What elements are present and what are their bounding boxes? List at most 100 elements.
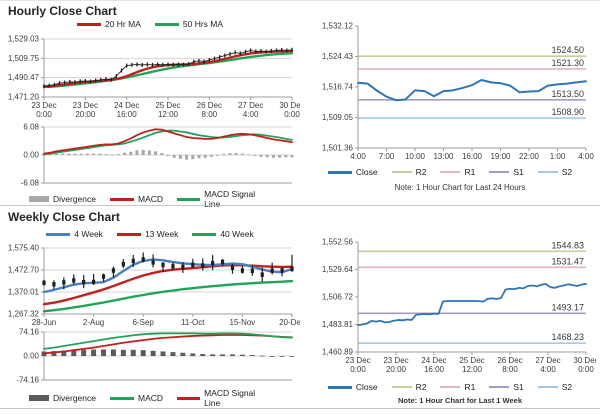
svg-text:1521.30: 1521.30	[551, 58, 584, 68]
svg-text:1508.90: 1508.90	[551, 107, 584, 117]
svg-text:12:00: 12:00	[462, 365, 483, 374]
weekly-levels-panel: 1,552.56 1,529.64 1,506.72 1,483.81 1,460.89…	[300, 206, 600, 408]
legend-label: MACD Signal Line	[204, 388, 256, 408]
svg-text:20-Dec: 20-Dec	[279, 318, 300, 327]
macd-swatch	[110, 197, 134, 201]
svg-text:22:00: 22:00	[519, 152, 540, 161]
svg-text:27 Dec: 27 Dec	[238, 101, 263, 110]
svg-text:1,529.03: 1,529.03	[8, 35, 40, 44]
svg-text:12:00: 12:00	[158, 110, 179, 119]
hourly-levels-panel: 1,532.12 1,524.43 1,516.74 1,509.05 1,501.36…	[300, 1, 600, 205]
svg-text:1,506.72: 1,506.72	[322, 293, 354, 302]
svg-text:23 Dec: 23 Dec	[383, 356, 408, 365]
legend-label: 40 Week	[220, 229, 254, 239]
weekly-close-panel: Weekly Close Chart 4 Week 13 Week 40 Wee…	[0, 206, 300, 408]
svg-text:1,267.32: 1,267.32	[8, 310, 40, 319]
svg-text:0.00: 0.00	[23, 352, 39, 361]
svg-text:6-Sep: 6-Sep	[133, 318, 155, 327]
weekly-panel-title: Weekly Close Chart	[8, 210, 120, 224]
40week-swatch	[192, 232, 217, 236]
svg-text:1,370.01: 1,370.01	[8, 288, 40, 297]
legend-item-macd: MACD	[110, 194, 163, 204]
r2-swatch	[391, 171, 412, 173]
svg-text:19:00: 19:00	[490, 152, 511, 161]
svg-text:25 Dec: 25 Dec	[459, 356, 484, 365]
svg-text:4:00: 4:00	[350, 152, 366, 161]
hourly-ma-legend: 20 Hr MA 50 Hrs MA	[22, 19, 278, 29]
svg-text:30 Dec: 30 Dec	[279, 101, 300, 110]
hourly-macd-legend: Divergence MACD MACD Signal Line	[22, 189, 278, 209]
s1-swatch	[489, 171, 510, 173]
svg-text:8:00: 8:00	[502, 365, 518, 374]
divergence-swatch	[29, 395, 49, 401]
legend-label: S1	[513, 382, 524, 392]
svg-text:11-Oct: 11-Oct	[181, 318, 205, 327]
svg-text:23 Dec: 23 Dec	[345, 356, 370, 365]
macd-signal-swatch	[177, 396, 201, 400]
macd-signal-swatch	[177, 197, 201, 201]
50hr-ma-swatch	[154, 22, 179, 26]
svg-text:1,501.36: 1,501.36	[322, 144, 354, 153]
legend-item-50hr-ma: 50 Hrs MA	[154, 19, 223, 29]
svg-text:24 Dec: 24 Dec	[421, 356, 446, 365]
svg-text:0:00: 0:00	[284, 110, 300, 119]
legend-item-r2: R2	[391, 382, 427, 392]
20hr-ma-swatch	[76, 22, 101, 26]
legend-item-r2: R2	[391, 167, 427, 177]
legend-label: R2	[415, 167, 427, 177]
legend-item-close: Close	[327, 382, 378, 392]
legend-item-40week: 40 Week	[192, 229, 254, 239]
legend-label: S1	[513, 167, 524, 177]
legend-label: 13 Week	[144, 229, 179, 239]
svg-text:10:00: 10:00	[405, 152, 426, 161]
svg-text:0:00: 0:00	[36, 110, 52, 119]
s2-swatch	[537, 386, 558, 388]
legend-label: R2	[415, 382, 427, 392]
svg-text:1,509.75: 1,509.75	[8, 54, 40, 63]
svg-text:28-Jun: 28-Jun	[32, 318, 56, 327]
r1-swatch	[440, 171, 461, 173]
svg-text:25 Dec: 25 Dec	[155, 101, 180, 110]
bottom-divider	[0, 408, 600, 409]
legend-item-r1: R1	[440, 167, 475, 177]
svg-text:74.16: 74.16	[19, 328, 40, 337]
svg-text:1,471.20: 1,471.20	[8, 93, 40, 102]
legend-item-divergence: Divergence	[29, 393, 96, 403]
legend-item-s2: S2	[537, 382, 573, 392]
legend-label: S2	[561, 382, 573, 392]
svg-text:1493.17: 1493.17	[551, 302, 584, 312]
svg-text:4:00: 4:00	[578, 152, 594, 161]
svg-text:4:00: 4:00	[540, 365, 556, 374]
hourly-macd-chart: 6.08 0.00 -6.08	[21, 123, 294, 188]
legend-item-4week: 4 Week	[46, 229, 103, 239]
legend-label: MACD	[138, 393, 164, 403]
svg-text:30 Dec: 30 Dec	[573, 356, 596, 365]
svg-text:1,490.47: 1,490.47	[8, 73, 40, 82]
legend-item-s1: S1	[489, 382, 524, 392]
svg-text:1,529.64: 1,529.64	[322, 265, 354, 274]
svg-text:15-Nov: 15-Nov	[230, 318, 256, 327]
svg-text:1,509.05: 1,509.05	[322, 113, 354, 122]
legend-item-13week: 13 Week	[116, 229, 179, 239]
svg-text:26 Dec: 26 Dec	[197, 101, 222, 110]
weekly-chart-note: Note: 1 Hour Chart for Last 1 Week	[397, 396, 523, 405]
svg-text:7:00: 7:00	[379, 152, 395, 161]
svg-text:8:00: 8:00	[202, 110, 218, 119]
svg-text:1,460.89: 1,460.89	[322, 348, 354, 357]
legend-label: R1	[464, 382, 476, 392]
divergence-swatch	[29, 196, 49, 202]
legend-label: R1	[464, 167, 476, 177]
svg-text:24 Dec: 24 Dec	[114, 101, 139, 110]
svg-text:13:00: 13:00	[433, 152, 454, 161]
svg-text:1,516.74: 1,516.74	[322, 83, 354, 92]
svg-text:0:00: 0:00	[350, 365, 366, 374]
svg-text:-6.08: -6.08	[21, 179, 40, 188]
svg-text:1468.23: 1468.23	[551, 332, 584, 342]
legend-label: MACD	[138, 194, 164, 204]
hourly-close-panel: Hourly Close Chart 20 Hr MA 50 Hrs MA 1,…	[0, 1, 300, 209]
legend-label: Close	[355, 167, 378, 177]
hourly-chart-note: Note: 1 Hour Chart for Last 24 Hours	[394, 183, 526, 192]
svg-text:23 Dec: 23 Dec	[73, 101, 98, 110]
svg-text:23 Dec: 23 Dec	[31, 101, 56, 110]
